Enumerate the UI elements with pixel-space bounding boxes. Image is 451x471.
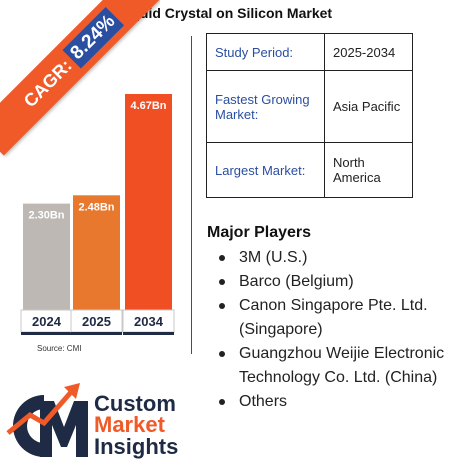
list-item: 3M (U.S.): [214, 246, 446, 270]
tick-label-2025: 2025: [82, 314, 111, 329]
list-item: Others: [214, 390, 446, 414]
list-item: Barco (Belgium): [214, 270, 446, 294]
bar-2025: [73, 195, 120, 310]
divider-line: [191, 36, 192, 354]
info-table: Study Period: 2025-2034 Fastest Growing …: [206, 33, 413, 198]
info-key: Study Period:: [206, 33, 325, 71]
cagr-label: CAGR:: [19, 55, 76, 111]
cagr-ribbon: CAGR: 8.24%: [0, 0, 160, 160]
logo-text-custom: Custom: [94, 391, 176, 416]
category-underline-2024: [21, 332, 72, 335]
category-underline-2034: [123, 332, 174, 335]
players-list: 3M (U.S.) Barco (Belgium) Canon Singapor…: [214, 246, 446, 414]
cmi-logo-icon: [6, 383, 88, 457]
list-item: Guangzhou Weijie Electronic Technology C…: [214, 342, 446, 390]
info-row-fastest-growing: Fastest Growing Market: Asia Pacific: [206, 70, 413, 143]
info-key: Largest Market:: [206, 142, 325, 198]
bar-chart: 2.30Bn 2024 2.48Bn 2025 4.67Bn 2034: [20, 94, 175, 335]
data-label-2024: 2.30Bn: [28, 210, 64, 222]
players-heading: Major Players: [207, 224, 312, 241]
info-value: 2025-2034: [324, 33, 413, 71]
info-row-largest-market: Largest Market: North America: [206, 142, 413, 198]
info-key: Fastest Growing Market:: [206, 70, 325, 143]
cagr-value: 8.24%: [62, 6, 125, 69]
info-value: Asia Pacific: [324, 70, 413, 143]
logo-text-market: Market: [94, 412, 165, 437]
page-title: Liquid Crystal on Silicon Market: [118, 5, 333, 21]
bar-2034: [125, 94, 172, 310]
tick-label-2024: 2024: [32, 314, 62, 329]
category-underline-2025: [71, 332, 122, 335]
info-row-study-period: Study Period: 2025-2034: [206, 33, 413, 71]
logo-text-insights: Insights: [94, 434, 179, 459]
source-note: Source: CMI: [37, 344, 82, 353]
tick-label-2034: 2034: [134, 314, 164, 329]
bar-2024: [23, 203, 70, 310]
info-value: North America: [324, 142, 413, 198]
list-item: Canon Singapore Pte. Ltd. (Singapore): [214, 294, 446, 342]
data-label-2025: 2.48Bn: [78, 201, 114, 213]
data-label-2034: 4.67Bn: [130, 100, 166, 112]
